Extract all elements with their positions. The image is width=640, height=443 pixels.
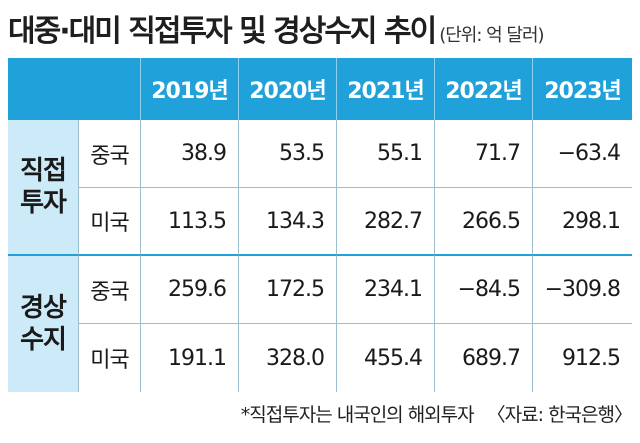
header-year: 2020년 bbox=[238, 58, 336, 120]
group-label-line: 직접 bbox=[20, 156, 67, 186]
header-year: 2022년 bbox=[434, 58, 532, 120]
group-label-line: 수지 bbox=[20, 325, 67, 355]
table-cell: 328.0 bbox=[238, 324, 336, 392]
table-cell: −309.8 bbox=[532, 256, 632, 324]
table-cell: 191.1 bbox=[140, 324, 238, 392]
table-cell: 912.5 bbox=[532, 324, 632, 392]
header-year: 2021년 bbox=[336, 58, 434, 120]
unit-label: (단위: 억 달러) bbox=[439, 25, 544, 46]
table-cell: 259.6 bbox=[140, 256, 238, 324]
row-label: 미국 bbox=[78, 324, 140, 392]
source-note: 〈자료: 한국은행〉 bbox=[486, 404, 633, 426]
row-label: 미국 bbox=[78, 188, 140, 256]
table-cell: 455.4 bbox=[336, 324, 434, 392]
table-cell: 53.5 bbox=[238, 120, 336, 188]
table-cell: −63.4 bbox=[532, 120, 632, 188]
footer: *직접투자는 내국인의 해외투자 〈자료: 한국은행〉 bbox=[0, 400, 633, 427]
table-cell: 55.1 bbox=[336, 120, 434, 188]
table-cell: 38.9 bbox=[140, 120, 238, 188]
data-table: 2019년 2020년 2021년 2022년 2023년 직접 투자 중국 3… bbox=[8, 58, 632, 392]
table-cell: 234.1 bbox=[336, 256, 434, 324]
footnote: *직접투자는 내국인의 해외투자 bbox=[240, 404, 475, 426]
table-cell: 266.5 bbox=[434, 188, 532, 256]
row-label: 중국 bbox=[78, 120, 140, 188]
group-label-line: 투자 bbox=[20, 188, 67, 218]
table-cell: 689.7 bbox=[434, 324, 532, 392]
table-cell: 134.3 bbox=[238, 188, 336, 256]
table-cell: 71.7 bbox=[434, 120, 532, 188]
row-label: 중국 bbox=[78, 256, 140, 324]
chart-title-area: 대중·대미 직접투자 및 경상수지 추이 (단위: 억 달러) bbox=[8, 6, 636, 50]
group-label-direct-investment: 직접 투자 bbox=[8, 120, 78, 256]
group-label-line: 경상 bbox=[20, 293, 67, 323]
table-cell: 282.7 bbox=[336, 188, 434, 256]
table-cell: 113.5 bbox=[140, 188, 238, 256]
table-cell: 172.5 bbox=[238, 256, 336, 324]
header-year: 2023년 bbox=[532, 58, 632, 120]
header-year: 2019년 bbox=[140, 58, 238, 120]
group-label-current-account: 경상 수지 bbox=[8, 256, 78, 392]
table-cell: −84.5 bbox=[434, 256, 532, 324]
table-cell: 298.1 bbox=[532, 188, 632, 256]
header-blank bbox=[8, 58, 140, 120]
chart-title: 대중·대미 직접투자 및 경상수지 추이 bbox=[8, 14, 437, 49]
